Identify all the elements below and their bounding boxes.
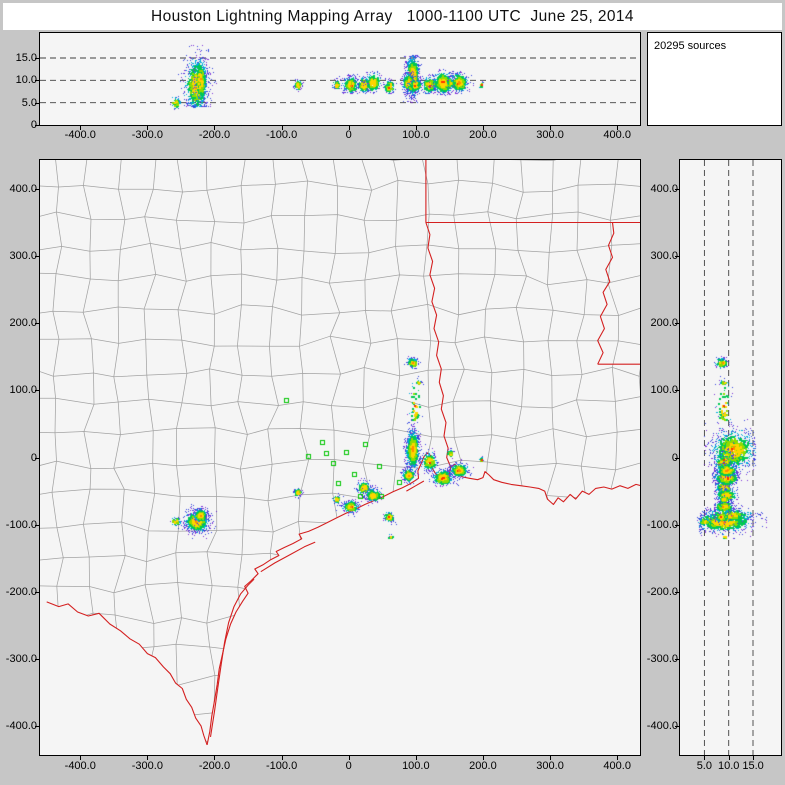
y-tick-label-right: 200.0 — [650, 317, 678, 330]
x-tick-label-top: 200.0 — [469, 129, 497, 141]
tick-mark — [147, 756, 149, 760]
y-tick-label-right: -400.0 — [646, 720, 678, 733]
y-tick-label-main: 0 — [30, 451, 37, 464]
y-tick-label-right: 400.0 — [650, 182, 678, 195]
y-tick-label-right: 100.0 — [650, 384, 678, 397]
sources-count-panel: 20295 sources — [647, 32, 782, 126]
tick-mark — [415, 126, 417, 130]
alt-tick-label: 5.0 — [21, 96, 37, 109]
alt-tick-label: 15.0 — [15, 51, 37, 64]
x-tick-label-top: 400.0 — [603, 129, 631, 141]
y-tick-label-main: -200.0 — [5, 585, 37, 598]
altitude-ns-panel — [679, 159, 782, 756]
x-tick-label-main: 100.0 — [402, 760, 430, 772]
y-tick-label-right: -100.0 — [646, 518, 678, 531]
page-title: Houston Lightning Mapping Array 1000-110… — [151, 7, 634, 25]
tick-mark — [704, 756, 706, 760]
y-tick-label-right: -200.0 — [646, 585, 678, 598]
tick-mark — [550, 126, 552, 130]
x-tick-label-top: 100.0 — [402, 129, 430, 141]
y-tick-label-right: 300.0 — [650, 250, 678, 263]
x-tick-label-top: -300.0 — [131, 129, 163, 141]
y-tick-label-main: 300.0 — [9, 250, 37, 263]
y-tick-label-right: 0 — [671, 451, 678, 464]
tick-mark — [281, 126, 283, 130]
alt-tick-label-bottom: 15.0 — [742, 760, 764, 772]
tick-mark — [617, 126, 619, 130]
y-tick-label-main: 200.0 — [9, 317, 37, 330]
alt-tick-label: 0 — [30, 119, 37, 131]
x-tick-label-top: -400.0 — [64, 129, 96, 141]
x-tick-label-main: -200.0 — [198, 760, 231, 772]
tick-mark — [728, 756, 730, 760]
x-tick-label-main: 0 — [345, 760, 352, 772]
x-tick-label-top: -100.0 — [266, 129, 298, 141]
title-bar: Houston Lightning Mapping Array 1000-110… — [3, 3, 782, 30]
tick-mark — [281, 756, 283, 760]
tick-mark — [482, 756, 484, 760]
tick-mark — [147, 126, 149, 130]
altitude-ns-scatter-canvas[interactable] — [680, 160, 781, 755]
x-tick-label-main: -100.0 — [266, 760, 298, 772]
x-tick-label-top: 0 — [345, 129, 352, 141]
y-tick-label-main: -300.0 — [5, 652, 37, 665]
x-tick-label-main: -400.0 — [64, 760, 96, 772]
tick-mark — [482, 126, 484, 130]
tick-mark — [348, 126, 350, 130]
tick-mark — [214, 756, 216, 760]
y-tick-label-main: 100.0 — [9, 384, 37, 397]
x-tick-label-main: -300.0 — [131, 760, 163, 772]
alt-tick-label: 10.0 — [15, 74, 37, 87]
tick-mark — [80, 126, 82, 130]
plan-view-scatter-canvas[interactable] — [40, 160, 640, 755]
alt-tick-label-bottom: 5.0 — [696, 760, 712, 772]
plan-view-map-panel — [39, 159, 641, 756]
tick-mark — [214, 126, 216, 130]
x-tick-label-main: 300.0 — [536, 760, 564, 772]
x-tick-label-top: -200.0 — [198, 129, 231, 141]
y-tick-label-right: -300.0 — [646, 652, 678, 665]
y-tick-label-main: 400.0 — [9, 182, 37, 195]
alt-tick-label-bottom: 10.0 — [717, 760, 740, 772]
altitude-ew-panel — [39, 32, 641, 126]
x-tick-label-main: 200.0 — [469, 760, 497, 772]
y-tick-label-main: -100.0 — [5, 518, 37, 531]
y-tick-label-main: -400.0 — [5, 720, 37, 733]
sources-count-label: 20295 sources — [654, 40, 727, 52]
tick-mark — [415, 756, 417, 760]
tick-mark — [348, 756, 350, 760]
tick-mark — [550, 756, 552, 760]
x-tick-label-main: 400.0 — [603, 760, 631, 772]
tick-mark — [80, 756, 82, 760]
tick-mark — [617, 756, 619, 760]
x-tick-label-top: 300.0 — [536, 129, 564, 141]
tick-mark — [753, 756, 755, 760]
altitude-ew-scatter-canvas[interactable] — [40, 33, 640, 125]
